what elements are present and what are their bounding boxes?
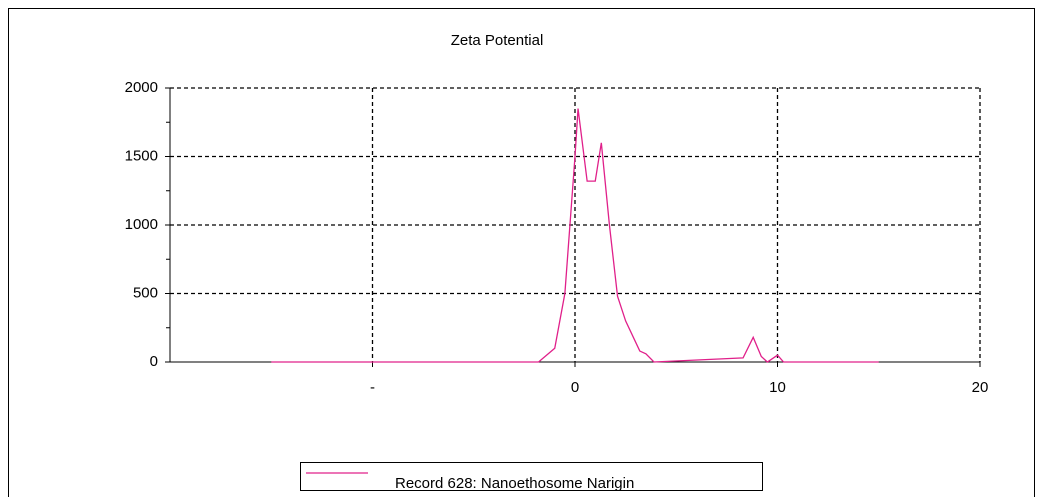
y-tick-label: 0 <box>150 353 158 370</box>
legend-box <box>300 462 763 491</box>
chart-title: Zeta Potential <box>451 32 544 49</box>
y-tick-label: 1000 <box>125 216 158 233</box>
frame <box>8 8 1035 497</box>
y-tick-label: 2000 <box>125 79 158 96</box>
y-tick-label: 1500 <box>125 147 158 164</box>
data-line <box>271 108 879 363</box>
x-tick-label: - <box>370 379 375 396</box>
legend-label: Record 628: Nanoethosome Narigin <box>395 475 634 492</box>
x-tick-label: 0 <box>571 379 579 396</box>
x-tick-label: 10 <box>769 379 786 396</box>
y-tick-label: 500 <box>133 284 158 301</box>
x-tick-label: 20 <box>972 379 989 396</box>
